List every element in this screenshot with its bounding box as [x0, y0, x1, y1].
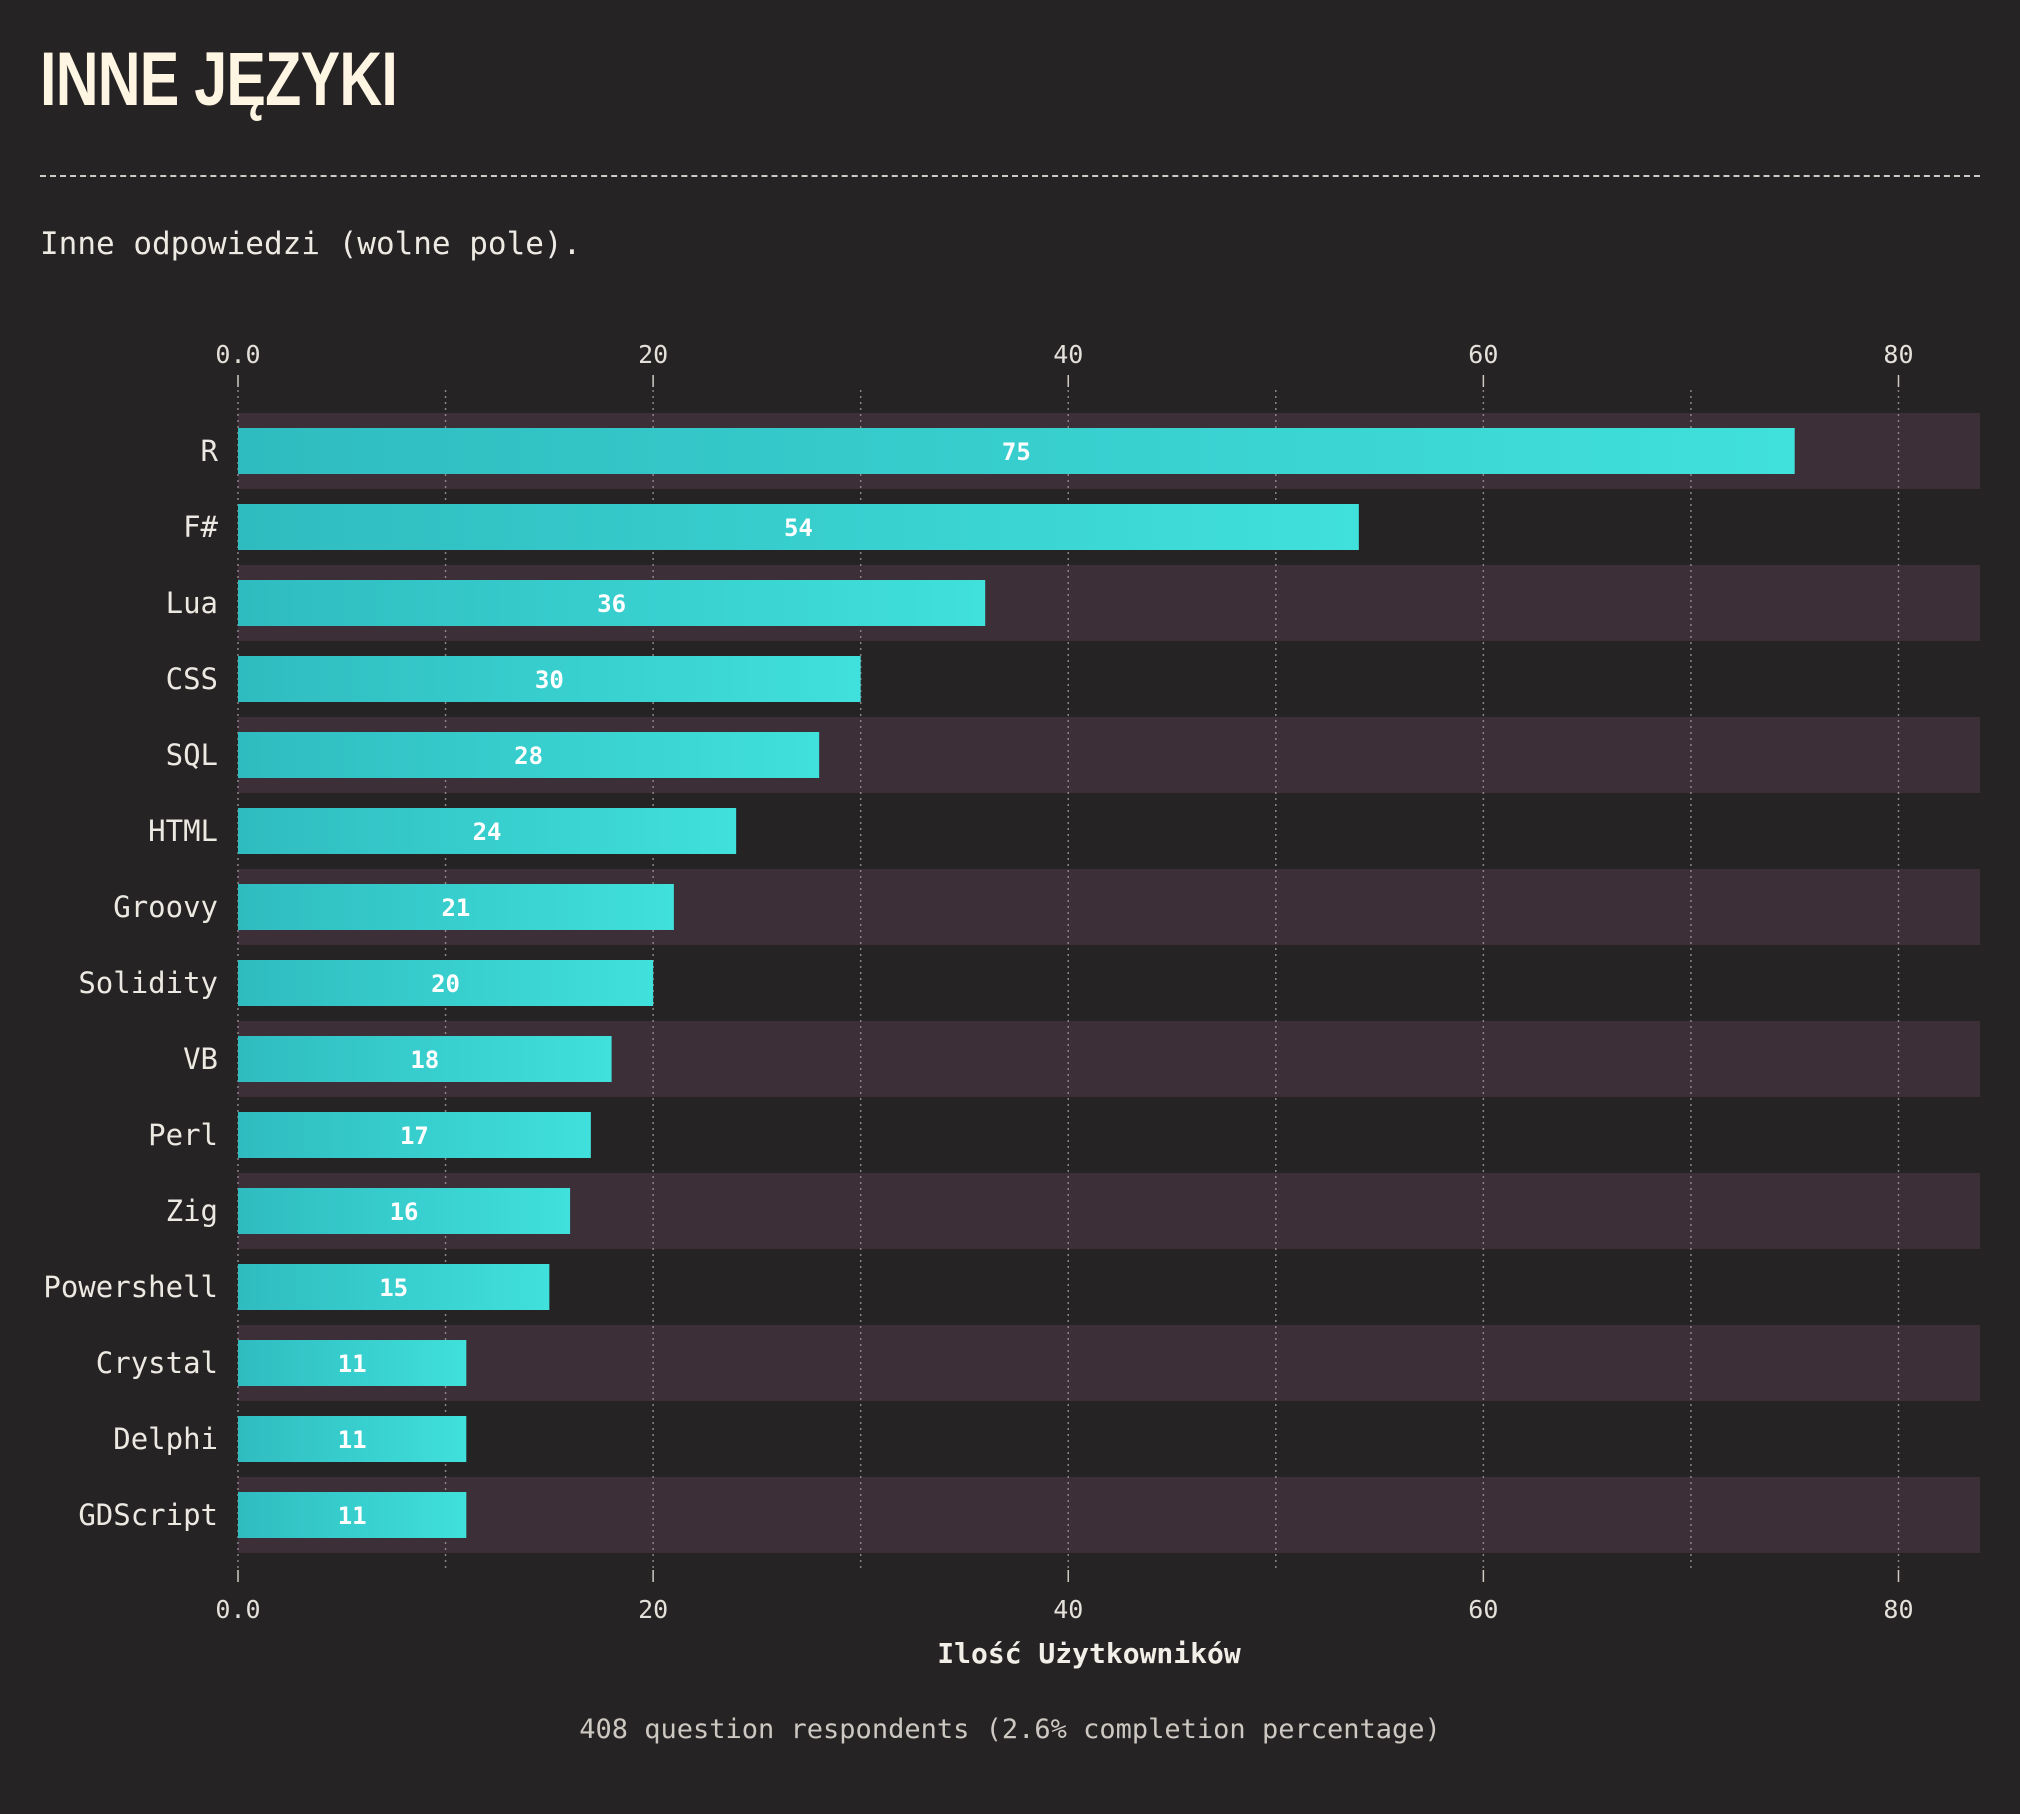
- axis-ticks: 0.0 0.0 20 20 40 40 60 60 80 80: [215, 340, 1913, 1624]
- bar: [238, 1112, 591, 1158]
- data-label: 28: [514, 742, 543, 770]
- bar: [238, 808, 737, 854]
- bar: [238, 1188, 571, 1234]
- category-label: F#: [183, 510, 218, 544]
- category-label: Perl: [148, 1118, 218, 1152]
- value-labels: 75 54 36 30 28 24 21 20 18 17 16 15 11 11 11: [338, 438, 1031, 1530]
- chart-subtitle: Inne odpowiedzi (wolne pole).: [40, 226, 582, 262]
- tick-label-top: 80: [1883, 340, 1913, 369]
- tick-label-top: 60: [1468, 340, 1498, 369]
- bar: [238, 1492, 467, 1538]
- bar: [238, 1340, 467, 1386]
- tick-label-bottom: 20: [638, 1595, 668, 1624]
- bar: [238, 1036, 612, 1082]
- category-label: Solidity: [78, 966, 218, 1000]
- category-label: Powershell: [43, 1270, 218, 1304]
- page-title: INNE JĘZYKI: [40, 37, 398, 122]
- data-label: 30: [535, 666, 564, 694]
- data-label: 17: [400, 1122, 429, 1150]
- bar: [238, 960, 654, 1006]
- data-label: 20: [431, 970, 460, 998]
- data-label: 54: [784, 514, 813, 542]
- data-label: 16: [390, 1198, 419, 1226]
- data-label: 24: [473, 818, 502, 846]
- bar: [238, 580, 986, 626]
- category-label: HTML: [148, 814, 218, 848]
- data-label: 21: [441, 894, 470, 922]
- bar: [238, 504, 1359, 550]
- row-band: [238, 1477, 1980, 1553]
- data-label: 11: [338, 1350, 367, 1378]
- respondents-note: 408 question respondents (2.6% completio…: [579, 1714, 1441, 1745]
- title-divider: [40, 175, 1980, 177]
- tick-label-top: 20: [638, 340, 668, 369]
- data-label: 15: [379, 1274, 408, 1302]
- category-label: Groovy: [113, 890, 218, 924]
- tick-label-top: 40: [1053, 340, 1083, 369]
- data-label: 18: [410, 1046, 439, 1074]
- data-label: 36: [597, 590, 626, 618]
- category-label: VB: [183, 1042, 218, 1076]
- bars: [238, 428, 1795, 1538]
- category-label: SQL: [166, 738, 218, 772]
- category-label: CSS: [166, 662, 218, 696]
- bar: [238, 428, 1795, 474]
- data-label: 75: [1002, 438, 1031, 466]
- bar: [238, 1416, 467, 1462]
- category-labels: R F# Lua CSS SQL HTML Groovy Solidity VB Perl Zig P…: [43, 434, 218, 1532]
- tick-label-bottom: 40: [1053, 1595, 1083, 1624]
- tick-label-bottom: 0.0: [215, 1595, 260, 1624]
- data-label: 11: [338, 1502, 367, 1530]
- row-band: [238, 1325, 1980, 1401]
- category-label: Zig: [166, 1194, 218, 1228]
- category-label: GDScript: [78, 1498, 218, 1532]
- bar: [238, 1264, 550, 1310]
- tick-label-bottom: 80: [1883, 1595, 1913, 1624]
- category-label: Crystal: [96, 1346, 218, 1380]
- category-label: R: [201, 434, 219, 468]
- tick-label-bottom: 60: [1468, 1595, 1498, 1624]
- category-label: Lua: [166, 586, 218, 620]
- bar: [238, 656, 861, 702]
- category-label: Delphi: [113, 1422, 218, 1456]
- bar: [238, 884, 674, 930]
- x-axis-label: Ilość Użytkowników: [937, 1637, 1241, 1670]
- bar: [238, 732, 820, 778]
- bar-chart: R F# Lua CSS SQL HTML Groovy Solidity VB Perl Zig P…: [43, 340, 1980, 1670]
- tick-label-top: 0.0: [215, 340, 260, 369]
- data-label: 11: [338, 1426, 367, 1454]
